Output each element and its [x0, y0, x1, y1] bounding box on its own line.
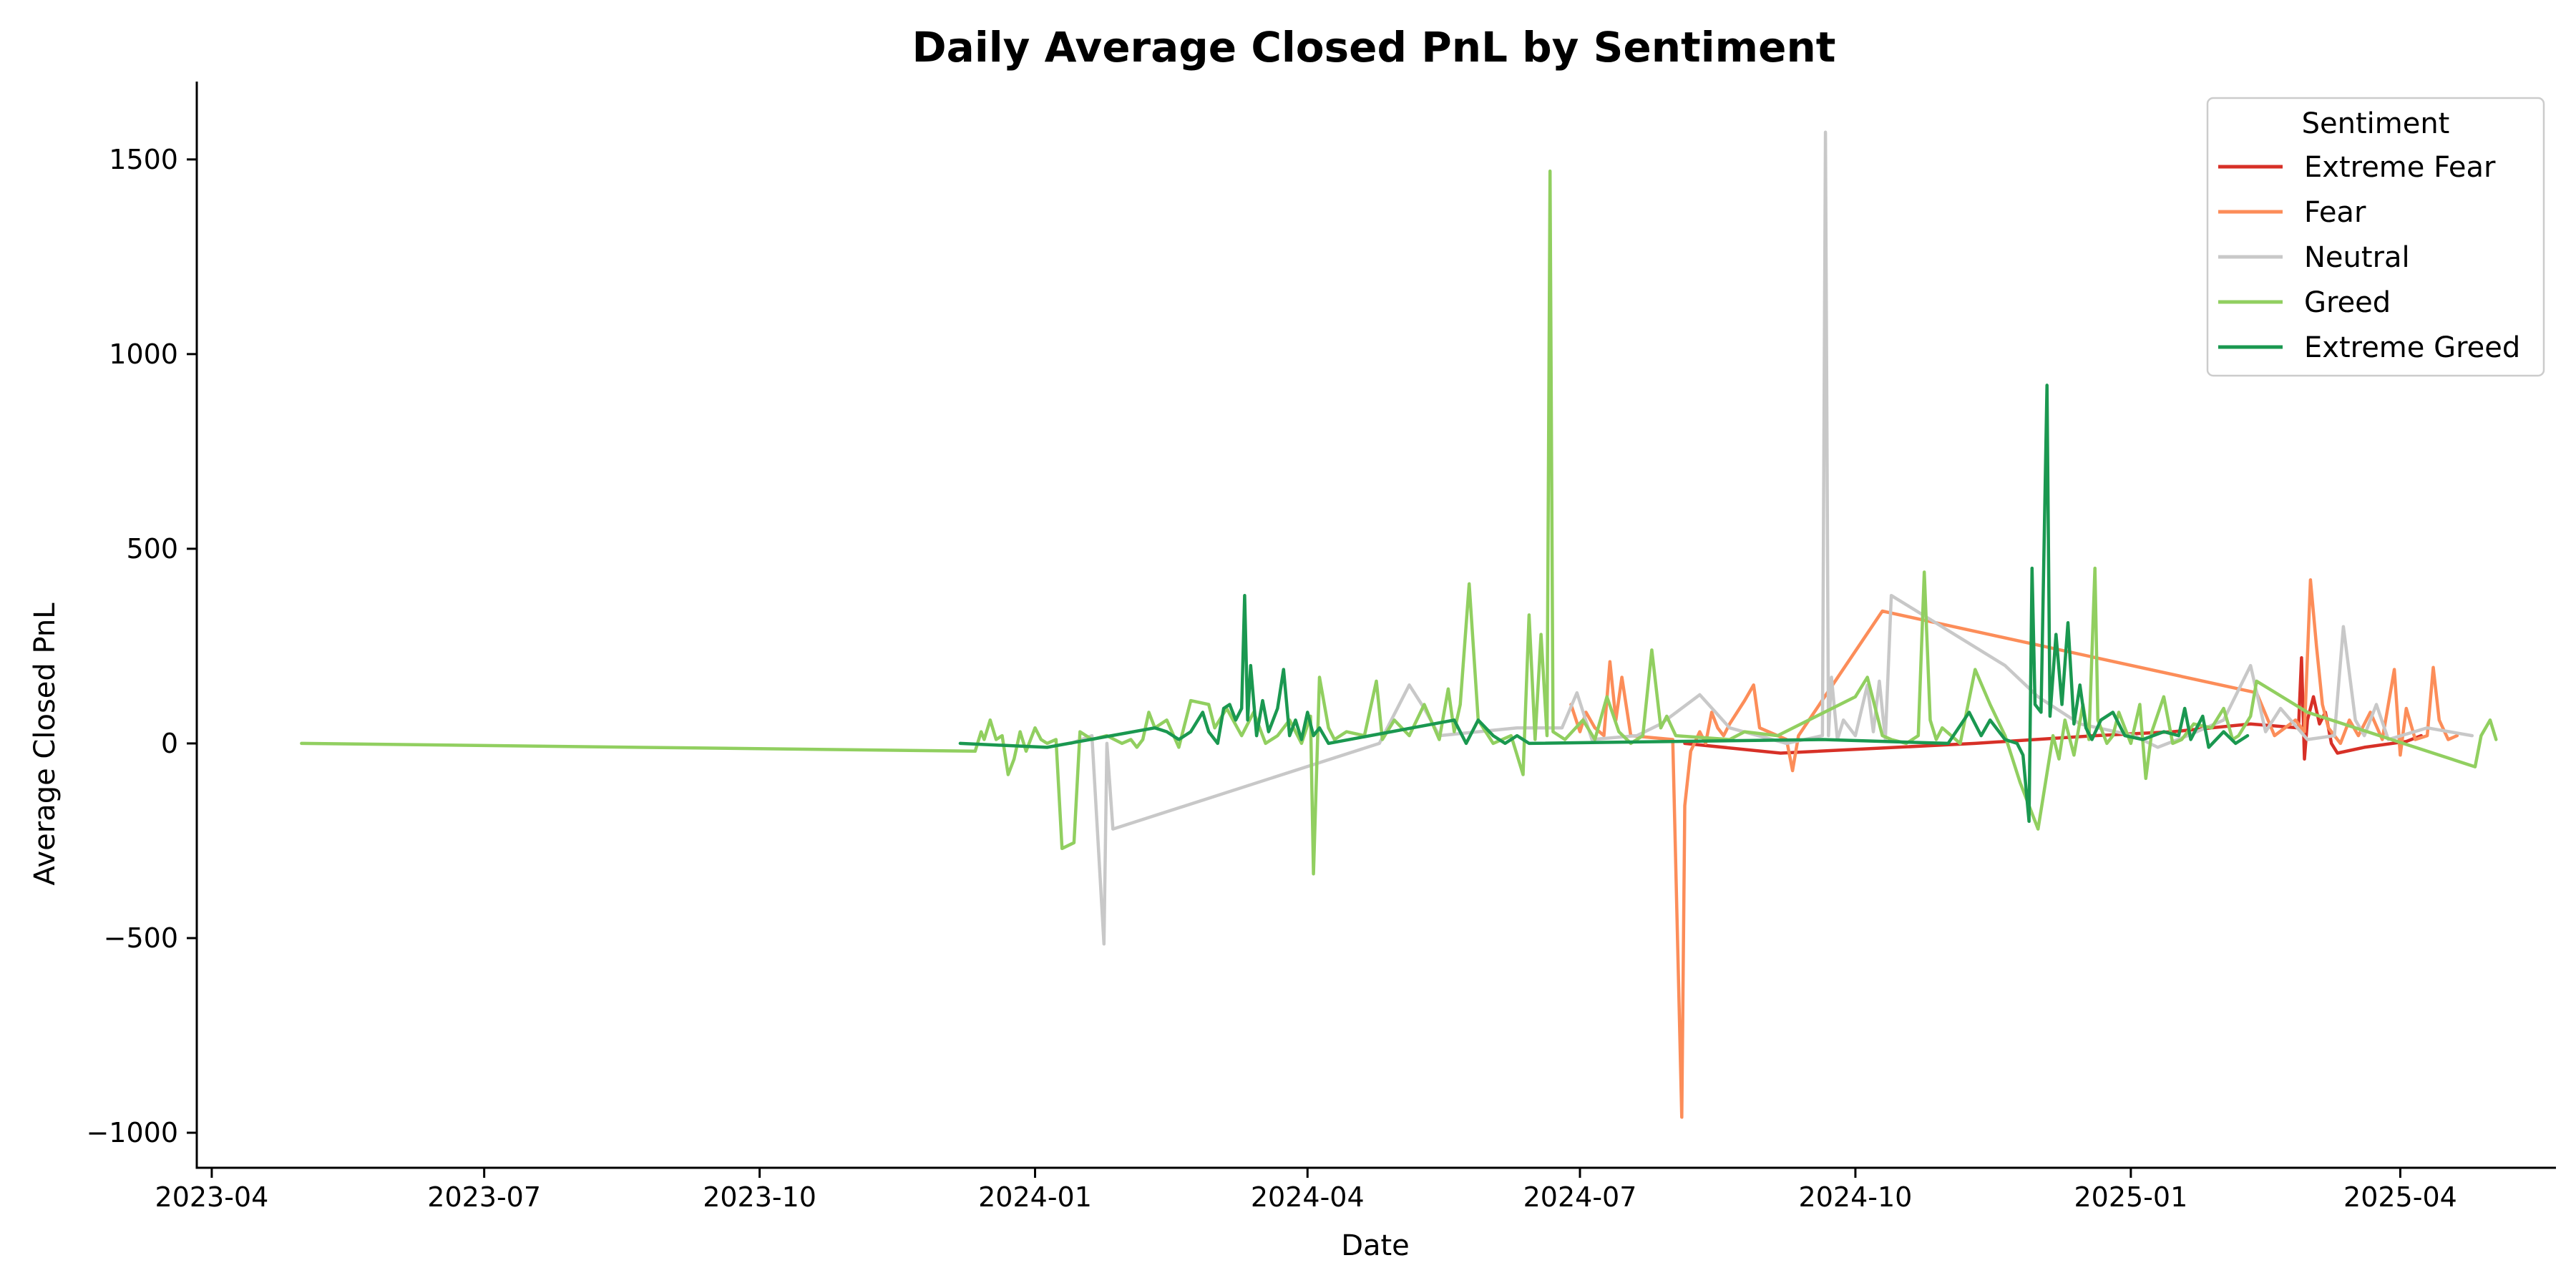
series-line-extreme-greed — [958, 384, 2250, 824]
x-tick-label: 2023-10 — [703, 1181, 816, 1213]
legend-label-neutral: Neutral — [2304, 241, 2410, 274]
y-tick-label: −1000 — [86, 1117, 178, 1148]
x-axis-label: Date — [1341, 1229, 1410, 1262]
x-tick-label: 2023-07 — [427, 1181, 541, 1213]
y-tick-label: 500 — [126, 533, 178, 565]
legend-label-extreme-greed: Extreme Greed — [2304, 331, 2520, 364]
legend-label-greed: Greed — [2304, 286, 2391, 319]
series-line-fear — [1569, 578, 2459, 1119]
x-tick-label: 2023-04 — [155, 1181, 269, 1213]
x-tick-label: 2024-10 — [1799, 1181, 1913, 1213]
x-tick-label: 2025-04 — [2343, 1181, 2457, 1213]
series-line-greed — [300, 169, 2498, 876]
y-axis-ticks: −1000 −500 0 500 1000 1500 — [86, 144, 197, 1148]
plot-area: 2023-04 2023-07 2023-10 2024-01 2024-04 2024-… — [86, 82, 2556, 1213]
x-tick-label: 2024-07 — [1523, 1181, 1637, 1213]
x-axis-ticks: 2023-04 2023-07 2023-10 2024-01 2024-04 2024-… — [155, 1168, 2457, 1213]
chart-title: Daily Average Closed PnL by Sentiment — [912, 23, 1836, 72]
x-tick-label: 2024-01 — [978, 1181, 1092, 1213]
legend-label-fear: Fear — [2304, 196, 2366, 229]
x-tick-label: 2025-01 — [2074, 1181, 2187, 1213]
legend-box — [2206, 97, 2545, 377]
legend-entries: Extreme Fear Fear Neutral Greed Extreme Gree… — [2218, 151, 2520, 364]
legend-label-extreme-fear: Extreme Fear — [2304, 151, 2496, 184]
y-axis-label: Average Closed PnL — [29, 602, 62, 886]
y-tick-label: 1500 — [109, 144, 178, 175]
y-tick-label: 0 — [161, 728, 178, 759]
legend: Sentiment Extreme FearFearNeutralGreedEx… — [2206, 97, 2545, 377]
y-tick-label: 1000 — [109, 338, 178, 370]
y-tick-label: −500 — [104, 922, 178, 954]
legend-title: Sentiment — [2302, 107, 2450, 140]
x-tick-label: 2024-04 — [1251, 1181, 1365, 1213]
series-layer — [300, 130, 2498, 1119]
